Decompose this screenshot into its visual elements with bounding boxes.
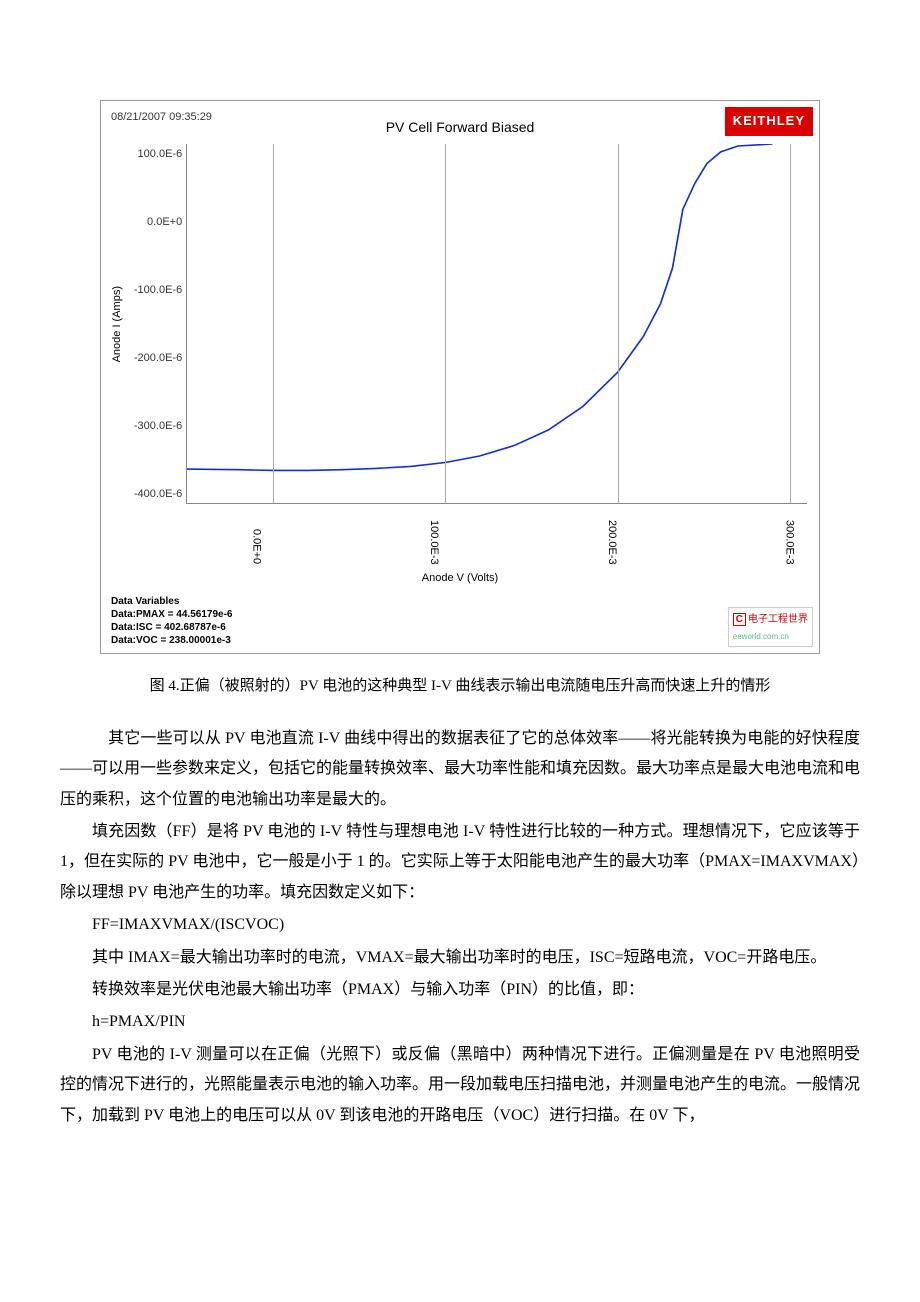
h-gridline (187, 210, 807, 211)
y-tick-label: -100.0E-6 (134, 280, 182, 301)
body-paragraph: 转换效率是光伏电池最大输出功率（PMAX）与输入功率（PIN）的比值，即： (60, 975, 860, 1005)
body-paragraph: 填充因数（FF）是将 PV 电池的 I-V 特性与理想电池 I-V 特性进行比较… (60, 817, 860, 908)
y-tick-label: 100.0E-6 (134, 144, 182, 165)
body-paragraph: h=PMAX/PIN (60, 1007, 860, 1037)
data-variables-title: Data Variables (111, 595, 815, 608)
y-tick-label: -200.0E-6 (134, 348, 182, 369)
y-axis-label: Anode I (Amps) (105, 286, 130, 362)
data-variable-line: Data:ISC = 402.68787e-6 (111, 621, 815, 634)
x-axis-ticks: 0.0E+0 100.0E-3 200.0E-3 300.0E-3 (167, 504, 807, 564)
body-paragraph: 其它一些可以从 PV 电池直流 I-V 曲线中得出的数据表征了它的总体效率——将… (60, 724, 860, 815)
body-text: 其它一些可以从 PV 电池直流 I-V 曲线中得出的数据表征了它的总体效率——将… (60, 724, 860, 1131)
x-tick-label: 200.0E-3 (601, 520, 622, 565)
body-paragraph: PV 电池的 I-V 测量可以在正偏（光照下）或反偏（黑暗中）两种情况下进行。正… (60, 1040, 860, 1131)
source-watermark: C电子工程世界 eeworld.com.cn (728, 607, 813, 647)
iv-chart-panel: 08/21/2007 09:35:29 KEITHLEY PV Cell For… (100, 100, 820, 654)
data-variable-line: Data:VOC = 238.00001e-3 (111, 634, 815, 647)
body-paragraph: FF=IMAXVMAX/(ISCVOC) (60, 910, 860, 940)
v-gridline (273, 144, 274, 503)
x-axis-label: Anode V (Volts) (105, 568, 815, 589)
h-gridline (187, 471, 807, 472)
body-paragraph: 其中 IMAX=最大输出功率时的电流，VMAX=最大输出功率时的电压，ISC=短… (60, 943, 860, 973)
v-gridline (618, 144, 619, 503)
v-gridline (790, 144, 791, 503)
y-axis-ticks: 100.0E-6 0.0E+0 -100.0E-6 -200.0E-6 -300.0E-… (130, 144, 186, 504)
iv-curve (187, 144, 807, 503)
h-gridline (187, 144, 807, 145)
v-gridline (445, 144, 446, 503)
figure-caption: 图 4.正偏（被照射的）PV 电池的这种典型 I-V 曲线表示输出电流随电压升高… (100, 674, 820, 700)
data-variables-block: Data Variables Data:PMAX = 44.56179e-6Da… (105, 589, 815, 649)
y-tick-label: -300.0E-6 (134, 416, 182, 437)
h-gridline (187, 275, 807, 276)
plot-area (186, 144, 807, 504)
chart-body: Anode I (Amps) 100.0E-6 0.0E+0 -100.0E-6 -2… (105, 144, 815, 504)
x-tick-label: 300.0E-3 (779, 520, 800, 565)
data-variable-line: Data:PMAX = 44.56179e-6 (111, 608, 815, 621)
y-tick-label: -400.0E-6 (134, 484, 182, 505)
x-tick-label: 100.0E-3 (423, 520, 444, 565)
h-gridline (187, 406, 807, 407)
x-tick-label: 0.0E+0 (245, 529, 266, 564)
y-tick-label: 0.0E+0 (134, 212, 182, 233)
h-gridline (187, 340, 807, 341)
brand-badge: KEITHLEY (725, 107, 813, 136)
